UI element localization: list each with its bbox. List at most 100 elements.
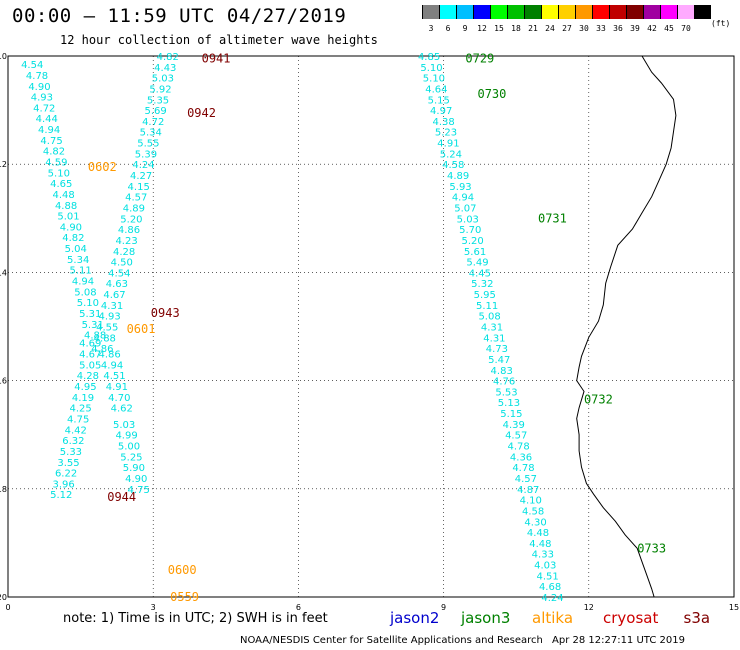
scale-label: 12 xyxy=(477,24,487,33)
swh-value: 4.97 xyxy=(430,106,452,117)
swh-value: 4.88 xyxy=(55,201,77,212)
scale-swatch xyxy=(507,5,524,19)
y-tick-label: -16 xyxy=(0,377,7,386)
swh-value: 4.83 xyxy=(491,366,513,377)
scale-swatch xyxy=(694,5,711,19)
swh-value: 5.03 xyxy=(457,214,479,225)
time-label: 0732 xyxy=(584,393,613,407)
color-scale-unit: (ft) xyxy=(711,19,731,28)
swh-value: 5.03 xyxy=(113,420,135,431)
scale-swatch xyxy=(575,5,592,19)
time-label: 0943 xyxy=(151,306,180,320)
swh-value: 5.34 xyxy=(140,128,162,139)
coastline xyxy=(576,55,677,598)
swh-value: 5.31 xyxy=(79,309,101,320)
swh-value: 4.48 xyxy=(53,190,75,201)
swh-value: 4.68 xyxy=(539,582,561,593)
swh-value: 4.86 xyxy=(91,344,113,355)
swh-value: 4.94 xyxy=(101,360,123,371)
time-label: 0941 xyxy=(202,52,231,66)
x-tick-label: 0 xyxy=(5,603,10,612)
swh-value: 4.57 xyxy=(515,474,537,485)
x-tick-label: 9 xyxy=(441,603,446,612)
satellite-legend-item: jason3 xyxy=(461,609,511,627)
time-label: 0601 xyxy=(127,322,156,336)
swh-value: 4.75 xyxy=(67,414,89,425)
swh-value: 4.31 xyxy=(483,333,505,344)
scale-label: 42 xyxy=(647,24,657,33)
time-label: 0730 xyxy=(477,87,506,101)
swh-value: 5.13 xyxy=(498,398,520,409)
y-tick-label: -18 xyxy=(0,485,7,494)
swh-value: 4.23 xyxy=(115,236,137,247)
swh-value: 5.61 xyxy=(464,247,486,258)
swh-value: 4.91 xyxy=(106,382,128,393)
swh-value: 4.72 xyxy=(142,117,164,128)
swh-value: 5.90 xyxy=(123,463,145,474)
scale-swatch xyxy=(643,5,660,19)
swh-value: 5.53 xyxy=(495,387,517,398)
map-frame xyxy=(7,55,735,598)
scale-swatch xyxy=(439,5,456,19)
swh-value: 4.72 xyxy=(33,103,55,114)
swh-value: 4.55 xyxy=(96,323,118,334)
swh-value: 4.45 xyxy=(469,268,491,279)
swh-value: 4.67 xyxy=(103,290,125,301)
swh-value: 5.95 xyxy=(474,290,496,301)
swh-value: 5.10 xyxy=(48,168,70,179)
swh-value: 4.50 xyxy=(111,258,133,269)
swh-value: 4.89 xyxy=(447,171,469,182)
swh-value: 5.33 xyxy=(60,447,82,458)
swh-value: 5.31 xyxy=(82,320,104,331)
scale-swatch xyxy=(592,5,609,19)
satellite-legend-item: cryosat xyxy=(603,609,659,627)
swh-value: 4.15 xyxy=(128,182,150,193)
scale-swatch xyxy=(609,5,626,19)
swh-value: 5.93 xyxy=(449,182,471,193)
swh-value: 4.93 xyxy=(99,312,121,323)
time-label: 0559 xyxy=(170,590,199,604)
swh-value: 4.78 xyxy=(26,71,48,82)
scale-label: 21 xyxy=(528,24,538,33)
swh-value: 5.04 xyxy=(65,244,87,255)
x-tick-label: 3 xyxy=(151,603,156,612)
page-subtitle: 12 hour collection of altimeter wave hei… xyxy=(60,33,378,47)
scale-swatch xyxy=(558,5,575,19)
swh-value: 5.24 xyxy=(440,149,462,160)
swh-value: 4.73 xyxy=(486,344,508,355)
swh-value: 5.47 xyxy=(488,355,510,366)
swh-value: 4.91 xyxy=(437,139,459,150)
satellite-legend-item: s3a xyxy=(683,609,711,627)
swh-value: 5.23 xyxy=(435,128,457,139)
swh-value: 5.49 xyxy=(466,258,488,269)
swh-value: 6.22 xyxy=(55,469,77,480)
swh-value: 4.76 xyxy=(493,377,515,388)
swh-value: 4.30 xyxy=(524,517,546,528)
swh-value: 4.90 xyxy=(60,222,82,233)
scale-swatch xyxy=(490,5,507,19)
swh-value: 5.01 xyxy=(57,212,79,223)
swh-value: 4.59 xyxy=(45,157,67,168)
swh-value: 5.07 xyxy=(454,203,476,214)
swh-value: 4.82 xyxy=(43,147,65,158)
swh-value: 4.78 xyxy=(507,442,529,453)
swh-value: 5.05 xyxy=(79,360,101,371)
swh-value: 4.75 xyxy=(40,136,62,147)
swh-value: 6.32 xyxy=(62,436,84,447)
x-tick-label: 6 xyxy=(296,603,301,612)
swh-value: 4.95 xyxy=(74,382,96,393)
swh-value: 4.42 xyxy=(65,425,87,436)
swh-value: 4.25 xyxy=(69,404,91,415)
swh-value: 4.31 xyxy=(101,301,123,312)
swh-value: 4.36 xyxy=(510,452,532,463)
swh-value: 4.94 xyxy=(38,125,60,136)
swh-value: 4.27 xyxy=(130,171,152,182)
y-tick-label: -10 xyxy=(0,52,7,61)
swh-value: 5.20 xyxy=(462,236,484,247)
swh-value: 5.15 xyxy=(428,95,450,106)
swh-value: 4.39 xyxy=(503,420,525,431)
scale-label: 24 xyxy=(545,24,555,33)
scale-label: 33 xyxy=(596,24,606,33)
swh-value: 4.70 xyxy=(108,393,130,404)
